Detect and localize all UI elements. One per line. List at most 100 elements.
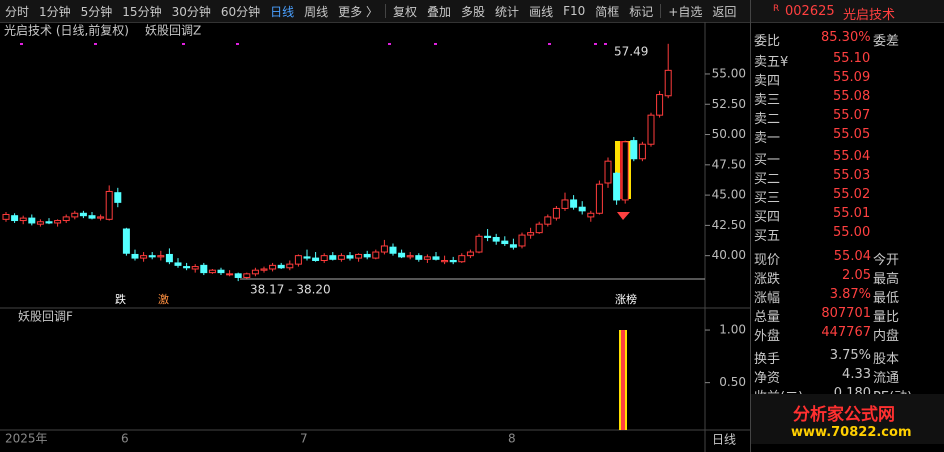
candle-body bbox=[28, 217, 36, 224]
toolbar-button[interactable]: 更多 〉 bbox=[338, 4, 378, 19]
date-label: 7 bbox=[300, 432, 308, 446]
toolbar-button[interactable]: 简框 bbox=[595, 4, 620, 19]
candle-body bbox=[191, 266, 199, 270]
y-tick-label: 40.00 bbox=[712, 248, 746, 262]
candle-body bbox=[406, 255, 414, 258]
candle-body bbox=[294, 255, 302, 265]
candle-body bbox=[355, 253, 363, 259]
toolbar-button[interactable]: 30分钟 bbox=[171, 4, 211, 19]
toolbar-button[interactable]: 返回 bbox=[712, 4, 737, 19]
candle-body bbox=[518, 234, 526, 247]
quote-row: 买五 55.00 bbox=[751, 224, 944, 244]
toolbar-button[interactable]: 1分钟 bbox=[39, 4, 71, 19]
label: 总量 bbox=[754, 310, 781, 325]
toolbar-button[interactable]: F10 bbox=[563, 4, 586, 18]
quote-row: 卖五¥ 55.10 bbox=[751, 50, 944, 70]
candle-body bbox=[36, 221, 44, 225]
label: 买五 bbox=[754, 229, 781, 244]
candle-body bbox=[587, 212, 595, 218]
quote-row: 卖一 55.05 bbox=[751, 126, 944, 146]
candle-body bbox=[122, 228, 130, 254]
candle-body bbox=[148, 255, 156, 258]
candle-body bbox=[243, 273, 251, 278]
toolbar-button[interactable]: 60分钟 bbox=[220, 4, 261, 19]
candle-body bbox=[664, 69, 672, 97]
candle-body bbox=[372, 251, 380, 259]
toolbar-button[interactable]: 周线 bbox=[304, 4, 329, 19]
candle-body bbox=[389, 246, 397, 254]
label: 卖一 bbox=[754, 131, 781, 146]
candle-body bbox=[398, 252, 406, 258]
toolbar-button[interactable]: 15分钟 bbox=[122, 4, 162, 19]
candle-body bbox=[570, 199, 578, 208]
separator bbox=[385, 4, 386, 18]
candle-body bbox=[174, 262, 182, 266]
value: 55.10 bbox=[833, 51, 871, 66]
candle-body bbox=[630, 140, 638, 160]
candle-body bbox=[544, 216, 552, 225]
quote-row: 外盘 447767 内盘 bbox=[751, 324, 944, 344]
candle-body bbox=[432, 256, 440, 260]
quote-row: 买二 55.03 bbox=[751, 167, 944, 187]
value: 55.02 bbox=[833, 187, 871, 202]
candle-body bbox=[363, 253, 371, 258]
indicator-title[interactable]: 妖股回调Z bbox=[145, 24, 201, 38]
toolbar-button[interactable]: 画线 bbox=[529, 4, 554, 19]
quote-row: 买一 55.04 bbox=[751, 148, 944, 168]
value: 3.87% bbox=[829, 287, 871, 302]
toolbar-button[interactable]: 5分钟 bbox=[80, 4, 113, 19]
candle-body bbox=[165, 253, 173, 263]
toolbar-button[interactable]: 日线 bbox=[270, 4, 295, 19]
signal: 涨榜 bbox=[615, 292, 637, 306]
toolbar-button[interactable]: 叠加 bbox=[427, 4, 452, 19]
candle-body bbox=[71, 212, 79, 218]
label: 最低 bbox=[873, 291, 900, 306]
code: 002625 bbox=[785, 4, 835, 19]
quote-row: 买四 55.01 bbox=[751, 205, 944, 225]
period[interactable]: 日线 bbox=[712, 433, 736, 447]
candle-body bbox=[97, 216, 105, 219]
quote-row: 买三 55.02 bbox=[751, 186, 944, 206]
label: 涨幅 bbox=[754, 291, 781, 306]
label: 流通 bbox=[873, 371, 900, 386]
low-label: 38.17 - 38.20 bbox=[250, 283, 331, 297]
toolbar-button[interactable]: 复权 bbox=[393, 4, 418, 19]
candle-body bbox=[11, 215, 19, 222]
value: 55.05 bbox=[833, 127, 871, 142]
label: 量比 bbox=[873, 310, 900, 325]
watermark: 分析家公式网 www.70822.com bbox=[751, 394, 944, 444]
signal: 跌 bbox=[115, 292, 126, 306]
candle-body bbox=[552, 207, 560, 219]
candle-body bbox=[303, 256, 311, 259]
value: 55.08 bbox=[833, 89, 871, 104]
candle-body bbox=[131, 253, 139, 259]
value: 85.30% bbox=[821, 30, 871, 45]
candle-body bbox=[509, 244, 517, 248]
toolbar-button[interactable]: 分时 bbox=[5, 4, 30, 19]
toolbar-button[interactable]: +自选 bbox=[668, 4, 703, 19]
candle-body bbox=[535, 223, 543, 234]
value: 55.04 bbox=[833, 149, 871, 164]
toolbar-button[interactable]: 多股 bbox=[461, 4, 486, 19]
value: 2.05 bbox=[842, 268, 871, 283]
label: 内盘 bbox=[873, 329, 900, 344]
quote-row: 卖三 55.08 bbox=[751, 88, 944, 108]
watermark-title: 分析家公式网 bbox=[793, 405, 895, 425]
sub-title[interactable]: 妖股回调F bbox=[18, 310, 73, 324]
chart-title: 光启技术 (日线,前复权) bbox=[4, 23, 129, 38]
candle-body bbox=[604, 160, 612, 184]
value: 55.03 bbox=[833, 168, 871, 183]
candle-body bbox=[638, 143, 646, 160]
label: 换手 bbox=[754, 352, 781, 367]
quote-row: 涨幅 3.87% 最低 bbox=[751, 286, 944, 306]
candle-body bbox=[320, 255, 328, 262]
toolbar-button[interactable]: 统计 bbox=[495, 4, 520, 19]
label: 买二 bbox=[754, 172, 781, 187]
label: 委比 bbox=[754, 34, 781, 49]
candle-body bbox=[423, 256, 431, 260]
toolbar-button[interactable]: 标记 bbox=[629, 4, 654, 19]
quote-row: 现价 55.04 今开 bbox=[751, 248, 944, 268]
label: 外盘 bbox=[754, 329, 781, 344]
candle-body bbox=[45, 221, 53, 224]
